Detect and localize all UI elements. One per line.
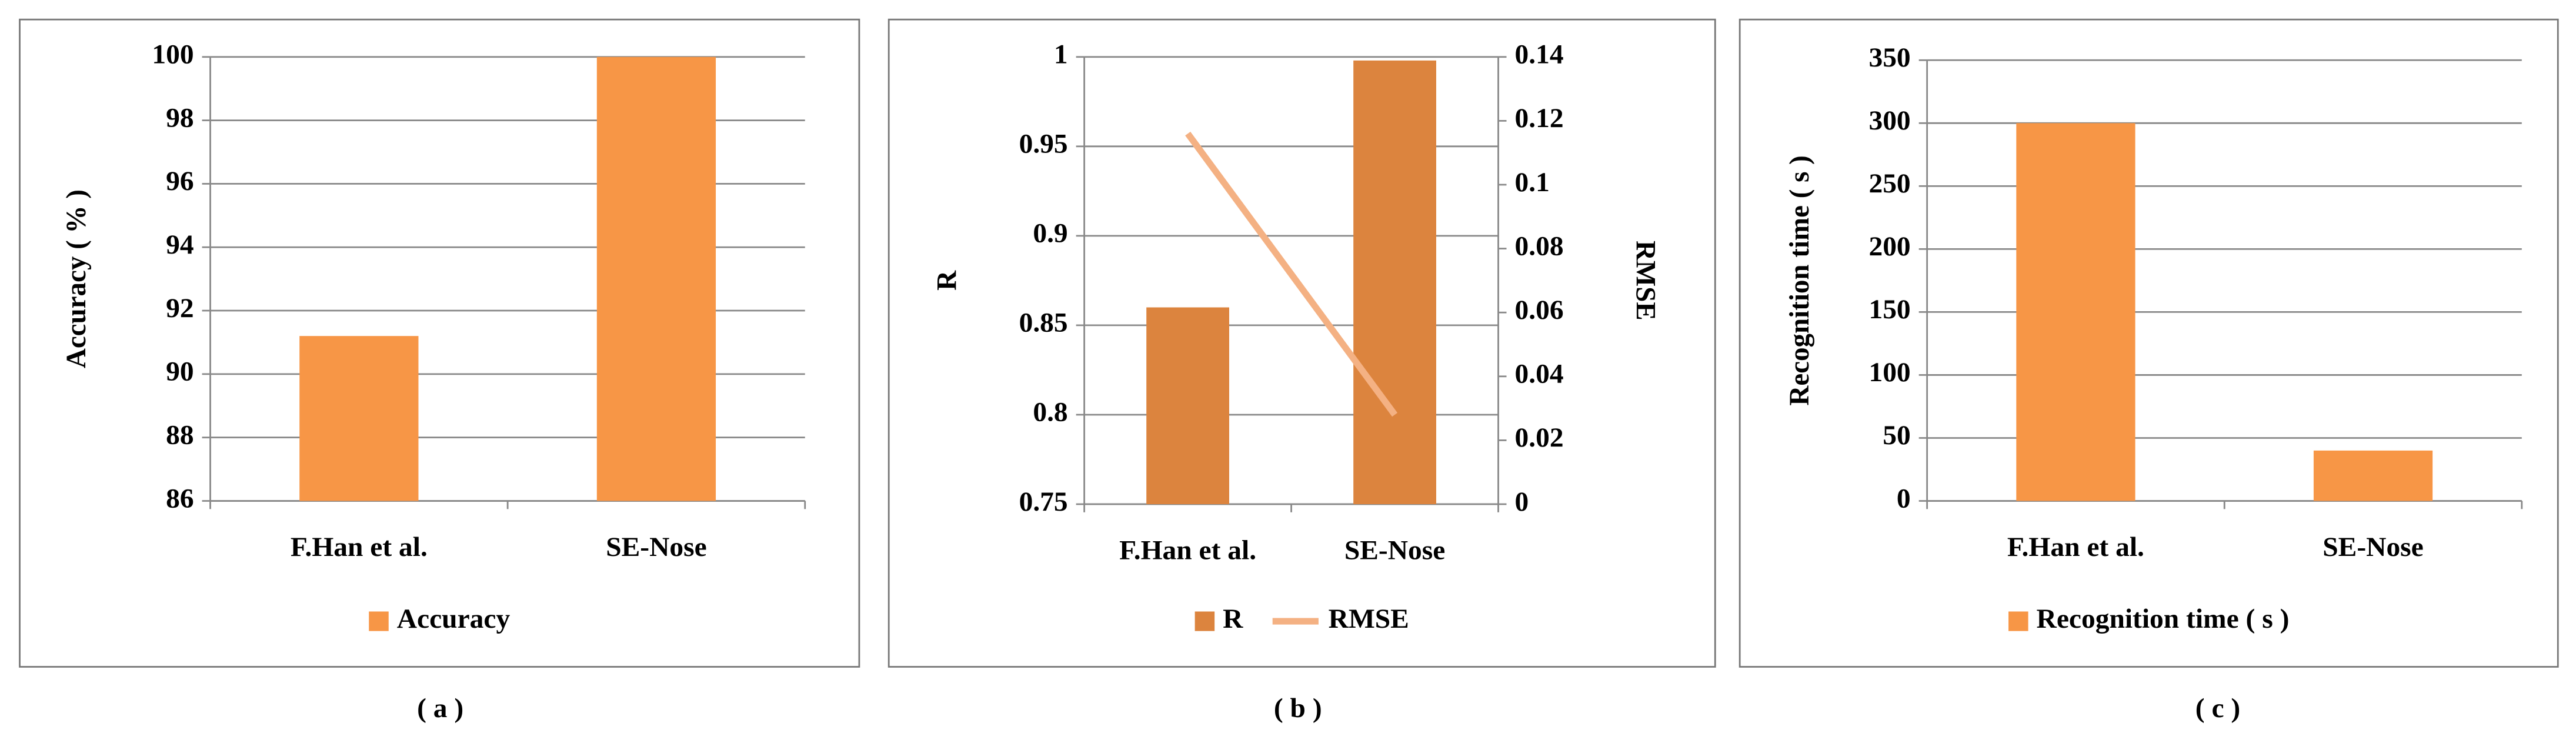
- y-tick-label: 86: [166, 483, 193, 514]
- legend: Recognition time ( s ): [2008, 604, 2289, 634]
- x-tick-label: F.Han et al.: [1119, 535, 1256, 566]
- bar: [1353, 60, 1436, 505]
- legend-label: Accuracy: [397, 604, 510, 634]
- legend-label: Recognition time ( s ): [2037, 604, 2290, 634]
- y2-tick-label: 0.1: [1514, 167, 1549, 198]
- y-tick-label: 1: [1054, 39, 1068, 70]
- bar: [596, 56, 716, 501]
- y2-tick-label: 0.08: [1514, 231, 1563, 262]
- y-tick-label: 0.95: [1019, 129, 1068, 159]
- y2-tick-label: 0.06: [1514, 295, 1563, 325]
- panel-border: [19, 18, 860, 668]
- y-tick-label: 50: [1883, 420, 1910, 451]
- caption: ( c ): [2195, 693, 2240, 724]
- y2-tick-label: 0.12: [1514, 103, 1563, 134]
- legend-label: R: [1223, 604, 1243, 634]
- y2-axis-label: RMSE: [1630, 241, 1660, 321]
- y2-tick-label: 0.02: [1514, 422, 1563, 453]
- y2-tick-label: 0: [1514, 487, 1529, 517]
- caption: ( a ): [417, 693, 463, 724]
- y-tick-label: 0: [1897, 483, 1911, 514]
- y-tick-label: 350: [1868, 42, 1910, 73]
- y-tick-label: 90: [166, 356, 193, 387]
- y-axis-label: Accuracy ( % ): [61, 189, 92, 368]
- y-tick-label: 100: [152, 39, 193, 70]
- y-tick-label: 96: [166, 166, 193, 196]
- y-tick-label: 98: [166, 103, 193, 134]
- y-tick-label: 250: [1868, 168, 1910, 199]
- y2-tick-label: 0.14: [1514, 39, 1563, 70]
- x-tick-label: F.Han et al.: [2007, 532, 2144, 562]
- panel-border: [887, 18, 1716, 668]
- x-tick-label: SE-Nose: [1344, 535, 1445, 566]
- legend-label: RMSE: [1329, 604, 1409, 634]
- y-axis-label: Recognition time ( s ): [1784, 155, 1815, 405]
- y-tick-label: 200: [1868, 231, 1910, 262]
- caption: ( b ): [1274, 693, 1322, 724]
- line: [1185, 131, 1398, 417]
- legend-swatch: [2008, 611, 2028, 631]
- y-tick-label: 0.9: [1033, 218, 1067, 249]
- legend: Accuracy: [369, 604, 510, 634]
- y-tick-label: 100: [1868, 357, 1910, 388]
- bar: [299, 336, 419, 501]
- y-tick-label: 0.75: [1019, 487, 1068, 517]
- y-tick-label: 88: [166, 420, 193, 451]
- y-tick-label: 300: [1868, 105, 1910, 136]
- y-tick-label: 92: [166, 293, 193, 324]
- panel-border: [1739, 18, 2559, 668]
- x-tick-label: SE-Nose: [2323, 532, 2423, 562]
- legend: R RMSE: [1194, 604, 1409, 634]
- y2-tick-label: 0.04: [1514, 359, 1563, 389]
- y-tick-label: 0.85: [1019, 308, 1068, 338]
- bar: [2313, 450, 2433, 501]
- bar: [2016, 123, 2135, 501]
- legend-swatch: [369, 611, 389, 631]
- y-tick-label: 0.8: [1033, 397, 1067, 428]
- bar: [1146, 307, 1229, 505]
- legend-swatch: [1194, 611, 1215, 631]
- y-tick-label: 94: [166, 229, 193, 260]
- y-tick-label: 150: [1868, 294, 1910, 325]
- x-tick-label: F.Han et al.: [291, 532, 428, 562]
- y-axis-label: R: [932, 270, 962, 291]
- x-tick-label: SE-Nose: [606, 532, 706, 562]
